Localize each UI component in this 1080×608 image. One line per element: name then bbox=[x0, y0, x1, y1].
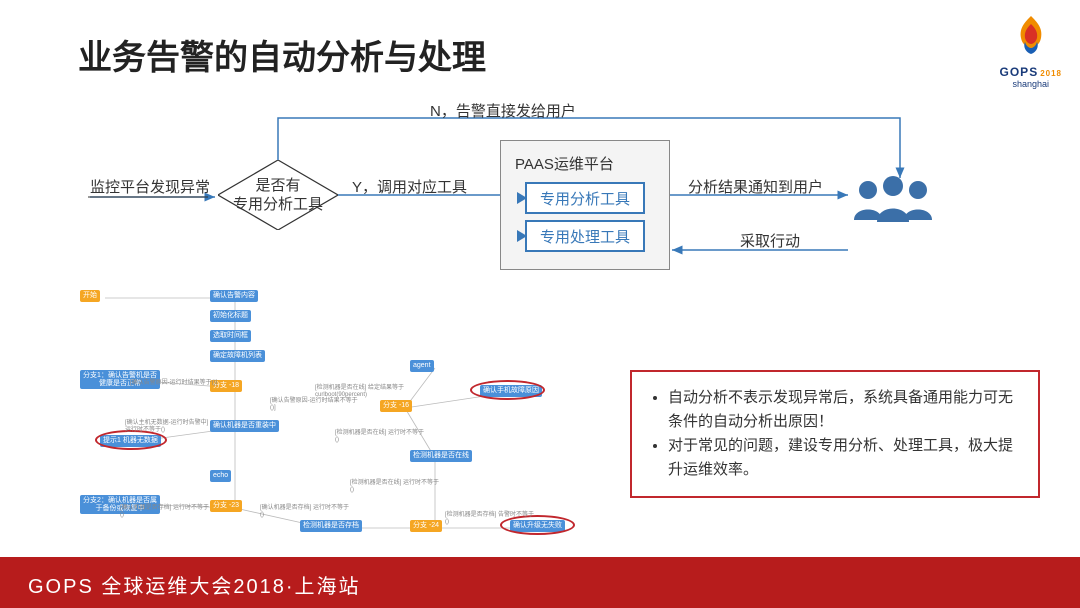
mini-node: 选取时间框 bbox=[210, 330, 251, 342]
mini-edge-label: [确认机器是否存档] 运行时不等于() bbox=[260, 505, 350, 518]
mini-edge-label: [检测机器是否在线] 运行时不等于() bbox=[335, 430, 425, 443]
mini-node: 确定故障机列表 bbox=[210, 350, 265, 362]
mini-edge-label: [确认告警原因-运行时结果不等于()] bbox=[270, 398, 360, 411]
mini-node: 确认机器是否重装中 bbox=[210, 420, 279, 432]
main-flowchart: 监控平台发现异常 是否有 专用分析工具 N，告警直接发给用户 Y，调用对应工具 … bbox=[0, 100, 1080, 300]
mini-edge-label: [确认告警原因-运行时结果等于()] bbox=[130, 380, 217, 387]
action-label: 采取行动 bbox=[740, 230, 800, 251]
flame-icon bbox=[1007, 12, 1055, 60]
logo-sub: shanghai bbox=[1000, 79, 1062, 89]
n-branch-label: N，告警直接发给用户 bbox=[430, 100, 576, 121]
paas-platform-box: PAAS运维平台 专用分析工具 专用处理工具 bbox=[500, 140, 670, 270]
notes-box: 自动分析不表示发现异常后，系统具备通用能力可无条件的自动分析出原因！ 对于常见的… bbox=[630, 370, 1040, 498]
mini-edge-label: [确认主机无数据-运行时告警中] 运行时不等于() bbox=[125, 420, 215, 433]
start-label: 监控平台发现异常 bbox=[90, 176, 210, 197]
mini-node: 开始 bbox=[80, 290, 100, 302]
mini-node: 初始化标题 bbox=[210, 310, 251, 322]
mini-node: 分支 -16 bbox=[380, 400, 412, 412]
mini-node: agent bbox=[410, 360, 434, 372]
mini-edge-label: [检测机器是否存档] 告警时不等于() bbox=[445, 512, 535, 525]
y-branch-label: Y，调用对应工具 bbox=[352, 176, 467, 197]
mini-node: echo bbox=[210, 470, 231, 482]
users-icon bbox=[848, 172, 938, 237]
note-item: 自动分析不表示发现异常后，系统具备通用能力可无条件的自动分析出原因！ bbox=[668, 386, 1020, 434]
result-label: 分析结果通知到用户 bbox=[688, 176, 823, 197]
notes-list: 自动分析不表示发现异常后，系统具备通用能力可无条件的自动分析出原因！ 对于常见的… bbox=[650, 386, 1020, 482]
mini-node: 分支 -24 bbox=[410, 520, 442, 532]
mini-node: 检测机器是否存档 bbox=[300, 520, 362, 532]
paas-title: PAAS运维平台 bbox=[515, 153, 669, 174]
footer: GOPS 全球运维大会2018·上海站 bbox=[0, 560, 1080, 608]
mini-edge-label: [检测机器是否在线] 给定结果等于curlboot(90percent) bbox=[315, 385, 405, 398]
logo: GOPS2018 shanghai bbox=[1000, 12, 1062, 89]
mini-edge-label: [检测机器是否在线] 运行时不等于() bbox=[350, 480, 440, 493]
process-tool-box: 专用处理工具 bbox=[525, 220, 645, 252]
mini-edge-label: [确认机器是否存档] 运行时不等于() bbox=[120, 505, 210, 518]
detail-flowchart: 开始确认告警内容初始化标题选取时间框确定故障机列表分支 -18分支1：确认告警机… bbox=[60, 280, 600, 550]
logo-brand: GOPS2018 bbox=[1000, 65, 1062, 79]
highlight-ring bbox=[470, 380, 545, 400]
mini-node: 分支 -23 bbox=[210, 500, 242, 512]
analysis-tool-box: 专用分析工具 bbox=[525, 182, 645, 214]
decision-diamond: 是否有 专用分析工具 bbox=[218, 160, 338, 230]
note-item: 对于常见的问题，建设专用分析、处理工具，极大提升运维效率。 bbox=[668, 434, 1020, 482]
slide-title: 业务告警的自动分析与处理 bbox=[78, 30, 486, 79]
mini-node: 检测机器是否在线 bbox=[410, 450, 472, 462]
mini-node: 确认告警内容 bbox=[210, 290, 258, 302]
